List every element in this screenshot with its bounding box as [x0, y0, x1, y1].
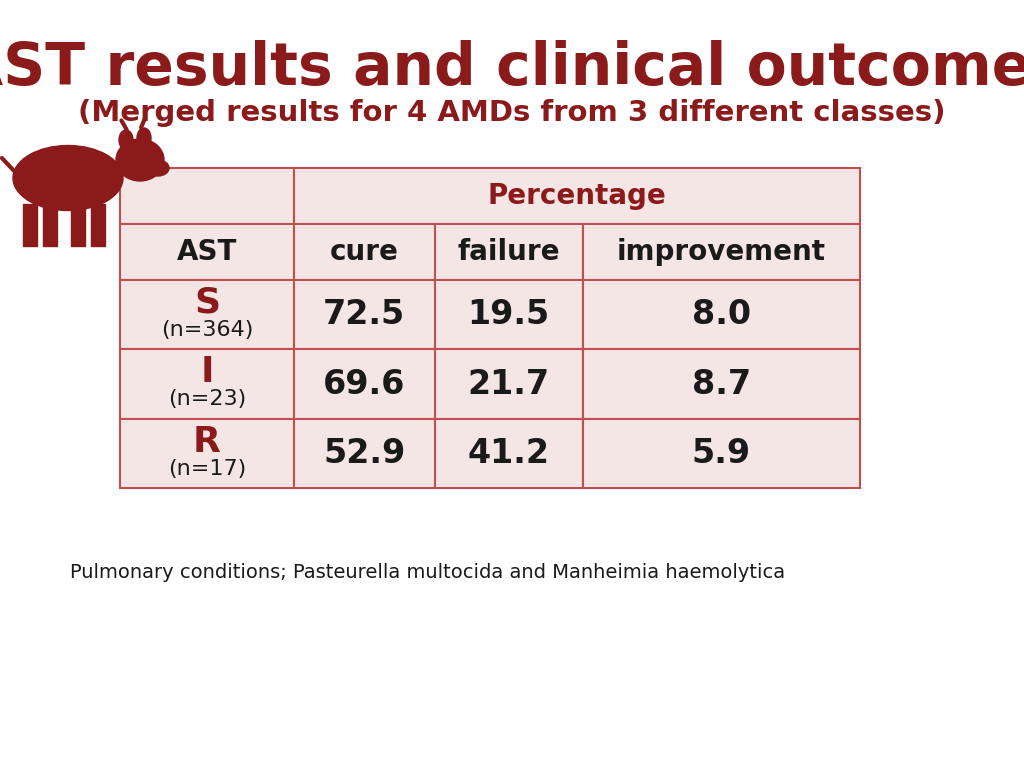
Bar — [583, 349, 860, 419]
Bar — [120, 168, 294, 224]
Bar — [43, 204, 57, 246]
Text: 41.2: 41.2 — [468, 437, 550, 470]
Text: Pulmonary conditions; Pasteurella multocida and Manheimia haemolytica: Pulmonary conditions; Pasteurella multoc… — [70, 564, 785, 582]
Text: (n=23): (n=23) — [168, 389, 246, 409]
Text: 21.7: 21.7 — [467, 368, 550, 401]
Text: 72.5: 72.5 — [324, 298, 406, 331]
Ellipse shape — [13, 145, 123, 210]
Bar — [294, 349, 434, 419]
Text: failure: failure — [458, 238, 560, 266]
Text: (Merged results for 4 AMDs from 3 different classes): (Merged results for 4 AMDs from 3 differ… — [78, 99, 946, 127]
Bar — [294, 419, 434, 488]
Text: R: R — [193, 425, 221, 458]
Text: 8.7: 8.7 — [691, 368, 751, 401]
Bar — [583, 280, 860, 349]
Text: 8.0: 8.0 — [691, 298, 751, 331]
Text: cure: cure — [330, 238, 398, 266]
Bar — [294, 280, 434, 349]
Bar — [434, 349, 583, 419]
Bar — [120, 280, 294, 349]
Text: AST results and clinical outcomes: AST results and clinical outcomes — [0, 39, 1024, 97]
Ellipse shape — [147, 160, 169, 176]
FancyArrowPatch shape — [141, 118, 145, 127]
Bar — [120, 419, 294, 488]
Bar — [120, 224, 294, 280]
Text: 19.5: 19.5 — [467, 298, 550, 331]
Bar — [294, 224, 434, 280]
Bar — [120, 349, 294, 419]
Text: AST: AST — [177, 238, 238, 266]
Ellipse shape — [119, 130, 133, 150]
Text: Percentage: Percentage — [487, 182, 667, 210]
Bar — [71, 204, 85, 246]
Text: 52.9: 52.9 — [324, 437, 406, 470]
Text: I: I — [201, 356, 214, 389]
Text: (n=17): (n=17) — [168, 458, 246, 479]
Text: S: S — [194, 286, 220, 320]
Ellipse shape — [116, 139, 164, 181]
Ellipse shape — [137, 128, 151, 148]
Bar — [583, 224, 860, 280]
Bar — [91, 204, 105, 246]
FancyArrowPatch shape — [122, 121, 127, 130]
Bar — [434, 224, 583, 280]
Text: (n=364): (n=364) — [161, 320, 253, 340]
Text: 69.6: 69.6 — [323, 368, 406, 401]
Bar — [434, 419, 583, 488]
Bar — [294, 168, 860, 224]
Bar — [23, 204, 37, 246]
Bar — [583, 419, 860, 488]
Text: 5.9: 5.9 — [691, 437, 751, 470]
Text: improvement: improvement — [616, 238, 825, 266]
Bar — [434, 280, 583, 349]
